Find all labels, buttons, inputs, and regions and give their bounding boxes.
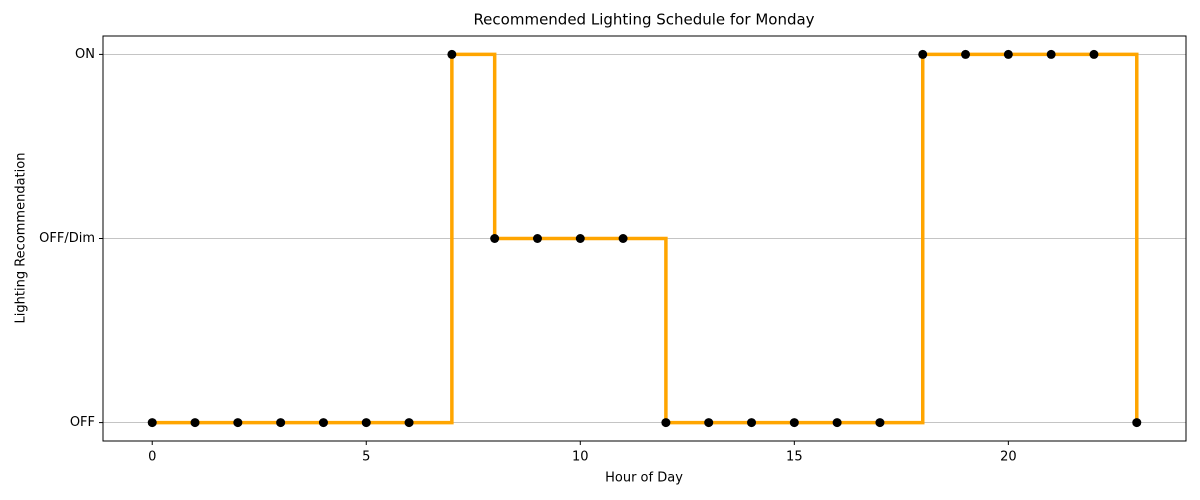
point xyxy=(661,418,671,428)
point xyxy=(147,418,157,428)
line-segment xyxy=(623,236,668,423)
x-tick-label: 15 xyxy=(786,450,803,465)
point xyxy=(490,234,500,243)
line-segment xyxy=(409,54,454,425)
x-tick-label: 20 xyxy=(1000,450,1017,465)
point xyxy=(318,418,328,428)
point xyxy=(961,49,971,59)
chart-title: Recommended Lighting Schedule for Monday xyxy=(473,11,814,29)
point xyxy=(532,234,542,243)
point xyxy=(233,418,243,428)
point xyxy=(1089,49,1099,59)
point xyxy=(1003,49,1013,59)
y-tick-label: OFF xyxy=(70,415,95,430)
x-tick-label: 5 xyxy=(362,450,370,465)
x-tick-label: 10 xyxy=(572,450,589,465)
y-tick-label: OFF/Dim xyxy=(39,231,95,246)
x-axis-label: Hour of Day xyxy=(605,471,683,486)
point xyxy=(276,418,286,428)
point xyxy=(447,49,457,59)
point xyxy=(361,418,371,428)
point xyxy=(832,418,842,428)
point xyxy=(575,234,585,243)
point xyxy=(875,418,885,428)
line-segment xyxy=(879,54,925,425)
point xyxy=(404,418,414,428)
y-axis-label: Lighting Recommendation xyxy=(14,153,29,324)
line-segment xyxy=(451,52,497,239)
point xyxy=(747,418,757,428)
point xyxy=(704,418,714,428)
plot-frame xyxy=(102,35,1187,442)
point xyxy=(190,418,200,428)
point xyxy=(1132,418,1142,428)
line-segment xyxy=(1093,52,1139,423)
point xyxy=(1046,49,1056,59)
point xyxy=(789,418,799,428)
x-tick-label: 0 xyxy=(148,450,156,465)
y-tick-label: ON xyxy=(75,47,95,62)
point xyxy=(918,49,928,59)
point xyxy=(618,234,628,243)
